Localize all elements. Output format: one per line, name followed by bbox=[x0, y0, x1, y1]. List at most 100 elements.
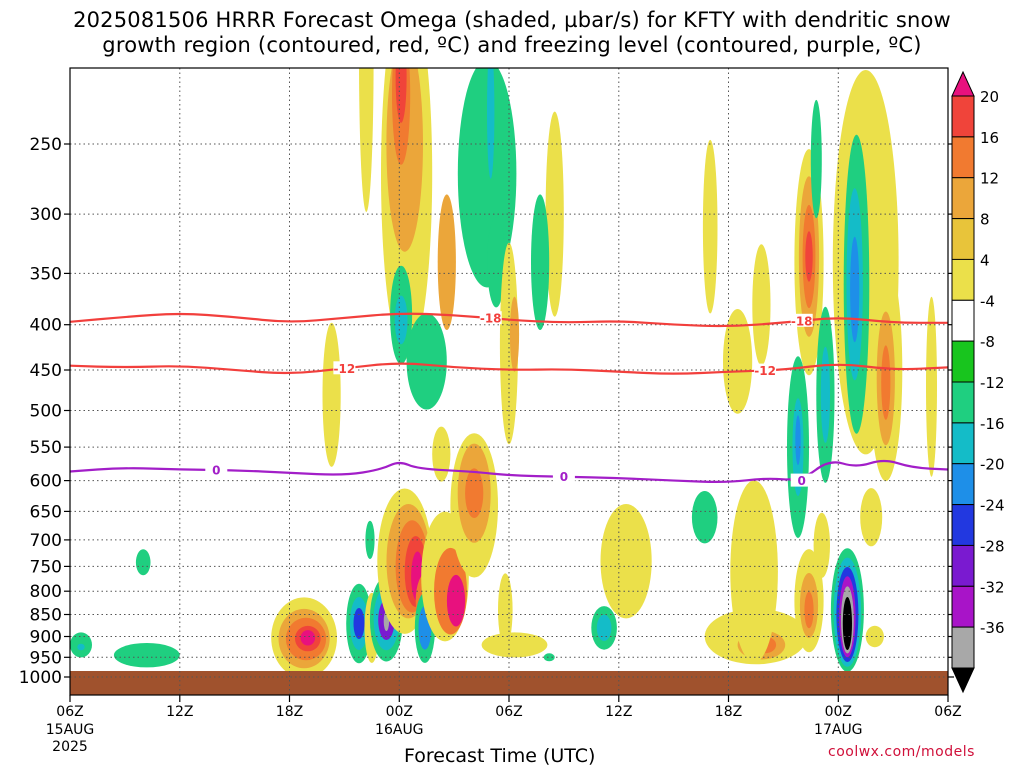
contour-label-bg bbox=[333, 361, 356, 375]
omega-region bbox=[600, 504, 652, 619]
chart-title: 2025081506 HRRR Forecast Omega (shaded, … bbox=[0, 8, 1024, 58]
chart-title-line-1: 2025081506 HRRR Forecast Omega (shaded, … bbox=[73, 8, 951, 32]
y-tick-label: 500 bbox=[30, 402, 62, 422]
omega-region bbox=[487, 68, 495, 179]
y-tick-label: 450 bbox=[30, 361, 62, 381]
contour-label: -18 bbox=[791, 314, 813, 328]
omega-region bbox=[509, 296, 520, 372]
x-tick-sublabel: 2025 bbox=[52, 739, 88, 755]
omega-region bbox=[353, 608, 365, 639]
colorbar-segment bbox=[951, 177, 975, 220]
contour-label-bg bbox=[479, 311, 502, 325]
omega-region bbox=[543, 653, 555, 662]
contour-label: 0 bbox=[212, 464, 220, 478]
colorbar-label: -8 bbox=[980, 333, 995, 351]
x-tick-label: 18Z bbox=[276, 704, 303, 720]
contour-label-bg bbox=[790, 313, 813, 327]
colorbar-label: -16 bbox=[980, 415, 1005, 433]
omega-region bbox=[394, 295, 408, 345]
y-tick-label: 700 bbox=[30, 531, 62, 551]
omega-region bbox=[437, 194, 456, 330]
omega-region bbox=[723, 309, 753, 414]
colorbar-label: 20 bbox=[980, 88, 999, 106]
x-tick-label: 12Z bbox=[166, 704, 193, 720]
colorbar-segment bbox=[951, 463, 975, 506]
colorbar-label: -12 bbox=[980, 374, 1005, 392]
contour-label: -12 bbox=[754, 364, 776, 378]
omega-region bbox=[406, 313, 447, 410]
omega-region bbox=[365, 520, 375, 560]
x-tick-sublabel: 15AUG bbox=[46, 722, 95, 738]
colorbar-label: 12 bbox=[980, 170, 999, 188]
x-tick-label: 00Z bbox=[825, 704, 852, 720]
contour-label-bg bbox=[754, 363, 777, 377]
omega-region bbox=[702, 139, 718, 314]
omega-region bbox=[596, 614, 612, 642]
omega-region bbox=[926, 296, 937, 477]
omega-region bbox=[730, 480, 778, 663]
omega-region bbox=[446, 574, 466, 627]
y-tick-label: 350 bbox=[30, 264, 62, 284]
omega-region bbox=[113, 643, 180, 668]
contour-line bbox=[70, 459, 948, 483]
omega-region bbox=[300, 630, 316, 646]
omega-region bbox=[487, 217, 506, 308]
omega-region bbox=[820, 346, 831, 443]
omega-region bbox=[805, 231, 813, 282]
omega-region bbox=[498, 573, 513, 647]
omega-region bbox=[881, 345, 891, 420]
colorbar-segment bbox=[951, 218, 975, 261]
y-tick-label: 550 bbox=[30, 438, 62, 458]
omega-region bbox=[481, 632, 548, 658]
y-tick-label: 650 bbox=[30, 502, 62, 522]
y-tick-label: 800 bbox=[30, 582, 62, 602]
colorbar: 20 16 12 8 4 -4 -8 -12 -16 -20 -24 -28 -32 -36 bbox=[951, 70, 1005, 694]
colorbar-label: -32 bbox=[980, 578, 1005, 596]
colorbar-segment bbox=[951, 422, 975, 465]
x-tick-label: 00Z bbox=[386, 704, 413, 720]
chart-title-line-2: growth region (contoured, red, ºC) and f… bbox=[102, 33, 922, 57]
y-tick-label: 850 bbox=[30, 606, 62, 626]
omega-region bbox=[545, 111, 564, 317]
colorbar-label: 8 bbox=[980, 211, 990, 229]
y-tick-label: 250 bbox=[30, 135, 62, 155]
omega-region bbox=[77, 643, 85, 651]
omega-region bbox=[860, 488, 883, 547]
x-tick-label: 06Z bbox=[934, 704, 961, 720]
colorbar-segment bbox=[951, 340, 975, 383]
omega-region bbox=[135, 549, 151, 576]
omega-region bbox=[359, 68, 374, 212]
colorbar-label: -36 bbox=[980, 619, 1005, 637]
y-tick-label: 300 bbox=[30, 205, 62, 225]
temperature-contours: -18 -18 -12 -12 0 0 0 bbox=[70, 311, 948, 488]
colorbar-segment bbox=[951, 544, 975, 587]
colorbar-label: -4 bbox=[980, 292, 995, 310]
credit-link[interactable]: coolwx.com/models bbox=[828, 744, 975, 760]
colorbar-label: -20 bbox=[980, 456, 1005, 474]
ground-layer bbox=[70, 671, 948, 695]
omega-region bbox=[865, 625, 884, 648]
contour-label: -18 bbox=[480, 312, 502, 326]
contour-label: 0 bbox=[560, 470, 568, 484]
x-tick-sublabel: 17AUG bbox=[814, 722, 863, 738]
omega-shading bbox=[70, 68, 937, 679]
x-tick-sublabel: 16AUG bbox=[375, 722, 424, 738]
omega-region bbox=[842, 597, 853, 650]
y-tick-label: 750 bbox=[30, 557, 62, 577]
colorbar-label: 16 bbox=[980, 129, 999, 147]
contour-label: -12 bbox=[334, 362, 356, 376]
colorbar-segment bbox=[951, 504, 975, 547]
colorbar-segment bbox=[951, 626, 975, 669]
omega-region bbox=[691, 491, 718, 544]
x-tick-label: 12Z bbox=[605, 704, 632, 720]
ground-surface bbox=[70, 671, 948, 695]
colorbar-segment bbox=[951, 136, 975, 179]
contour-label-bg bbox=[205, 463, 228, 476]
omega-region bbox=[432, 426, 451, 482]
omega-region bbox=[322, 322, 341, 467]
y-tick-label: 400 bbox=[30, 316, 62, 336]
x-tick-label: 06Z bbox=[56, 704, 83, 720]
colorbar-segment bbox=[951, 258, 975, 301]
